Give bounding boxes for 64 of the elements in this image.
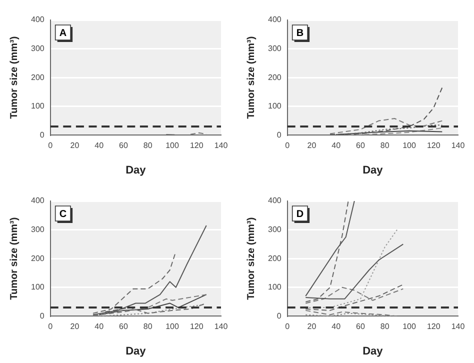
x-tick-label: 20 xyxy=(70,322,80,332)
x-tick-label: 0 xyxy=(285,322,290,332)
x-tick-label: 20 xyxy=(307,322,317,332)
y-tick-label: 100 xyxy=(30,282,45,292)
x-tick-label: 60 xyxy=(119,141,128,150)
y-tick-label: 400 xyxy=(268,196,282,206)
x-tick-label: 100 xyxy=(166,322,180,332)
x-tick-label: 40 xyxy=(332,141,342,150)
x-tick-label: 60 xyxy=(356,141,366,150)
x-tick-label: 20 xyxy=(307,141,317,150)
x-tick-label: 0 xyxy=(48,141,54,150)
y-tick-label: 400 xyxy=(268,15,282,24)
x-tick-label: 40 xyxy=(94,141,104,150)
x-axis-title: Day xyxy=(362,345,384,358)
x-tick-label: 100 xyxy=(402,322,416,332)
x-tick-label: 60 xyxy=(119,322,128,332)
x-axis-title: Day xyxy=(362,164,384,176)
y-tick-label: 0 xyxy=(276,311,282,320)
x-tick-label: 80 xyxy=(143,141,153,150)
x-tick-label: 140 xyxy=(214,141,228,150)
x-tick-label: 80 xyxy=(143,322,153,332)
y-tick-label: 0 xyxy=(40,130,45,140)
y-tick-label: 0 xyxy=(40,311,45,320)
x-tick-label: 120 xyxy=(190,322,204,332)
x-tick-label: 120 xyxy=(426,322,441,332)
x-tick-label: 40 xyxy=(94,322,104,332)
y-tick-label: 300 xyxy=(30,44,45,54)
y-tick-label: 300 xyxy=(268,44,282,54)
x-tick-label: 140 xyxy=(451,141,466,150)
y-tick-label: 100 xyxy=(268,102,282,111)
y-tick-label: 100 xyxy=(268,282,282,292)
x-tick-label: 0 xyxy=(285,141,290,150)
y-tick-label: 200 xyxy=(268,254,282,263)
y-tick-label: 200 xyxy=(30,72,45,82)
y-tick-label: 300 xyxy=(268,225,282,234)
y-axis-title: Tumor size (mm³) xyxy=(8,36,20,119)
y-tick-label: 400 xyxy=(30,15,45,24)
x-axis-title: Day xyxy=(126,164,147,176)
y-tick-label: 300 xyxy=(30,225,45,234)
x-tick-label: 40 xyxy=(332,322,342,332)
annotation: D xyxy=(296,208,304,220)
y-tick-label: 200 xyxy=(30,254,45,263)
x-tick-label: 140 xyxy=(214,322,228,332)
y-tick-label: 0 xyxy=(276,130,282,140)
x-tick-label: 120 xyxy=(190,141,204,150)
x-tick-label: 80 xyxy=(380,141,390,150)
y-tick-label: 400 xyxy=(30,196,45,206)
annotation: C xyxy=(59,208,67,220)
y-tick-label: 100 xyxy=(30,102,45,111)
x-tick-label: 20 xyxy=(70,141,80,150)
y-axis-title: Tumor size (mm³) xyxy=(8,217,20,300)
y-axis-title: Tumor size (mm³) xyxy=(246,217,257,300)
x-tick-label: 140 xyxy=(451,322,466,332)
x-tick-label: 60 xyxy=(356,322,366,332)
x-tick-label: 80 xyxy=(380,322,390,332)
x-tick-label: 100 xyxy=(166,141,180,150)
y-axis-title: Tumor size (mm³) xyxy=(246,36,257,119)
x-tick-label: 0 xyxy=(48,322,54,332)
annotation: B xyxy=(296,28,304,39)
x-tick-label: 120 xyxy=(426,141,441,150)
annotation: A xyxy=(59,28,67,39)
x-tick-label: 100 xyxy=(402,141,416,150)
x-axis-title: Day xyxy=(126,345,147,358)
y-tick-label: 200 xyxy=(268,72,282,82)
